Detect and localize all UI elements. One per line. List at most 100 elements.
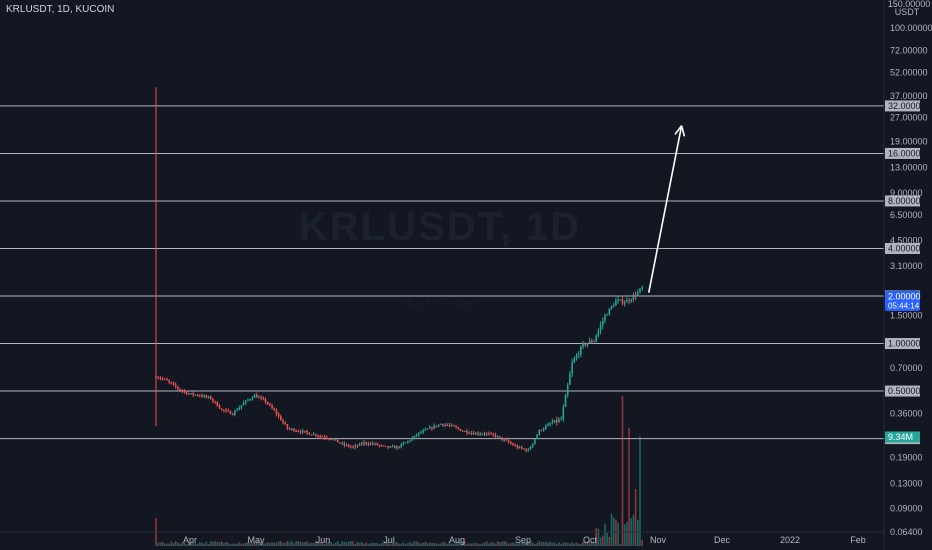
volume-tag-label: 9.34M bbox=[888, 432, 913, 442]
candle-body bbox=[376, 443, 378, 446]
volume-bar bbox=[310, 542, 313, 546]
candle-body bbox=[282, 420, 284, 423]
candle-body bbox=[207, 396, 210, 398]
volume-bar bbox=[177, 542, 179, 546]
volume-bar bbox=[295, 541, 297, 546]
volume-bar bbox=[455, 541, 457, 546]
volume-bar bbox=[365, 542, 368, 546]
volume-bar bbox=[474, 543, 477, 546]
candle-body bbox=[280, 416, 282, 421]
candle-body bbox=[479, 433, 481, 435]
volume-bar bbox=[523, 542, 525, 546]
volume-tag bbox=[885, 431, 920, 443]
volume-bar bbox=[185, 543, 188, 546]
arrow-shaft bbox=[647, 125, 683, 293]
candle-body bbox=[488, 433, 490, 435]
volume-bar bbox=[159, 542, 162, 546]
volume-bar bbox=[179, 543, 181, 546]
candle-body bbox=[628, 300, 630, 302]
volume-bar bbox=[558, 542, 560, 546]
volume-bar bbox=[540, 542, 543, 546]
volume-bar bbox=[418, 542, 420, 546]
level-tag-label: 32.00000 bbox=[888, 101, 926, 111]
candle-body bbox=[266, 402, 269, 405]
candle-body bbox=[229, 411, 232, 415]
candle-body bbox=[312, 434, 315, 436]
volume-bar bbox=[617, 522, 619, 546]
volume-bar bbox=[439, 543, 442, 546]
candle-body bbox=[591, 340, 593, 342]
volume-bar bbox=[297, 541, 300, 546]
candle-body bbox=[209, 396, 212, 399]
volume-bar bbox=[387, 541, 389, 546]
candle-body bbox=[630, 299, 633, 302]
volume-bar bbox=[564, 542, 567, 546]
candle-body bbox=[227, 410, 230, 412]
volume-bar bbox=[242, 543, 245, 546]
volume-bar bbox=[398, 543, 400, 546]
volume-bar bbox=[424, 541, 427, 546]
candle-body bbox=[306, 431, 308, 433]
volume-bar bbox=[378, 543, 381, 546]
candle-body bbox=[492, 433, 495, 435]
volume-bar bbox=[507, 543, 510, 546]
candle-body bbox=[218, 406, 221, 409]
candle-body bbox=[382, 445, 385, 447]
candle-body bbox=[196, 394, 199, 396]
candle-body bbox=[542, 428, 545, 431]
candle-body bbox=[575, 355, 578, 359]
volume-bar bbox=[536, 542, 538, 546]
candle-body bbox=[523, 448, 525, 450]
candle-body bbox=[617, 300, 619, 302]
volume-bar bbox=[247, 542, 249, 546]
candle-body bbox=[212, 398, 214, 402]
candle-body bbox=[595, 335, 597, 341]
volume-bar bbox=[361, 541, 363, 546]
volume-bar bbox=[569, 543, 571, 546]
volume-bar bbox=[499, 541, 501, 546]
volume-bar bbox=[374, 543, 376, 546]
candle-body bbox=[216, 402, 219, 407]
volume-bar bbox=[411, 543, 414, 546]
volume-bar bbox=[433, 542, 435, 546]
candle-body bbox=[199, 395, 201, 397]
axis-tags: 32.00000 16.00000 8.00000 4.00000 2.00000 1.0… bbox=[885, 100, 926, 445]
candle-body bbox=[236, 409, 238, 411]
candle-body bbox=[358, 443, 361, 446]
volume-bar bbox=[413, 541, 416, 546]
volume-bar bbox=[334, 542, 337, 546]
volume-bar bbox=[172, 542, 175, 546]
candle-body bbox=[619, 299, 622, 301]
candle-body bbox=[525, 449, 527, 451]
time-axis[interactable]: Apr May Jun Jul Aug Sep Oct Nov Dec 2022 Feb bbox=[0, 531, 884, 545]
current-price-label: 2.00000 bbox=[888, 292, 921, 302]
candle-body bbox=[356, 445, 359, 447]
volume-bar bbox=[608, 536, 611, 546]
candle-body bbox=[387, 446, 389, 448]
volume-bar bbox=[168, 543, 170, 546]
volume-bar bbox=[199, 542, 201, 546]
candle-body bbox=[431, 427, 433, 429]
candle-body bbox=[321, 436, 324, 438]
candle-body bbox=[457, 427, 460, 429]
candle-body bbox=[413, 435, 416, 438]
volume-bar bbox=[573, 543, 576, 546]
volume-bar bbox=[623, 524, 626, 546]
candle-body bbox=[612, 305, 615, 307]
candle-body bbox=[509, 442, 512, 444]
volume-bar bbox=[229, 543, 232, 546]
candle-body bbox=[466, 430, 468, 434]
volume-bar bbox=[341, 541, 343, 546]
time-tick-label: Nov bbox=[650, 535, 667, 545]
candle-body bbox=[415, 435, 418, 437]
volume-bars bbox=[155, 396, 643, 546]
volume-bar bbox=[588, 541, 591, 546]
trend-arrow[interactable] bbox=[647, 125, 686, 293]
volume-bar bbox=[453, 543, 455, 546]
candle-body bbox=[264, 399, 267, 403]
volume-bar bbox=[225, 541, 227, 546]
volume-bar bbox=[586, 541, 589, 546]
volume-bar bbox=[503, 541, 506, 546]
